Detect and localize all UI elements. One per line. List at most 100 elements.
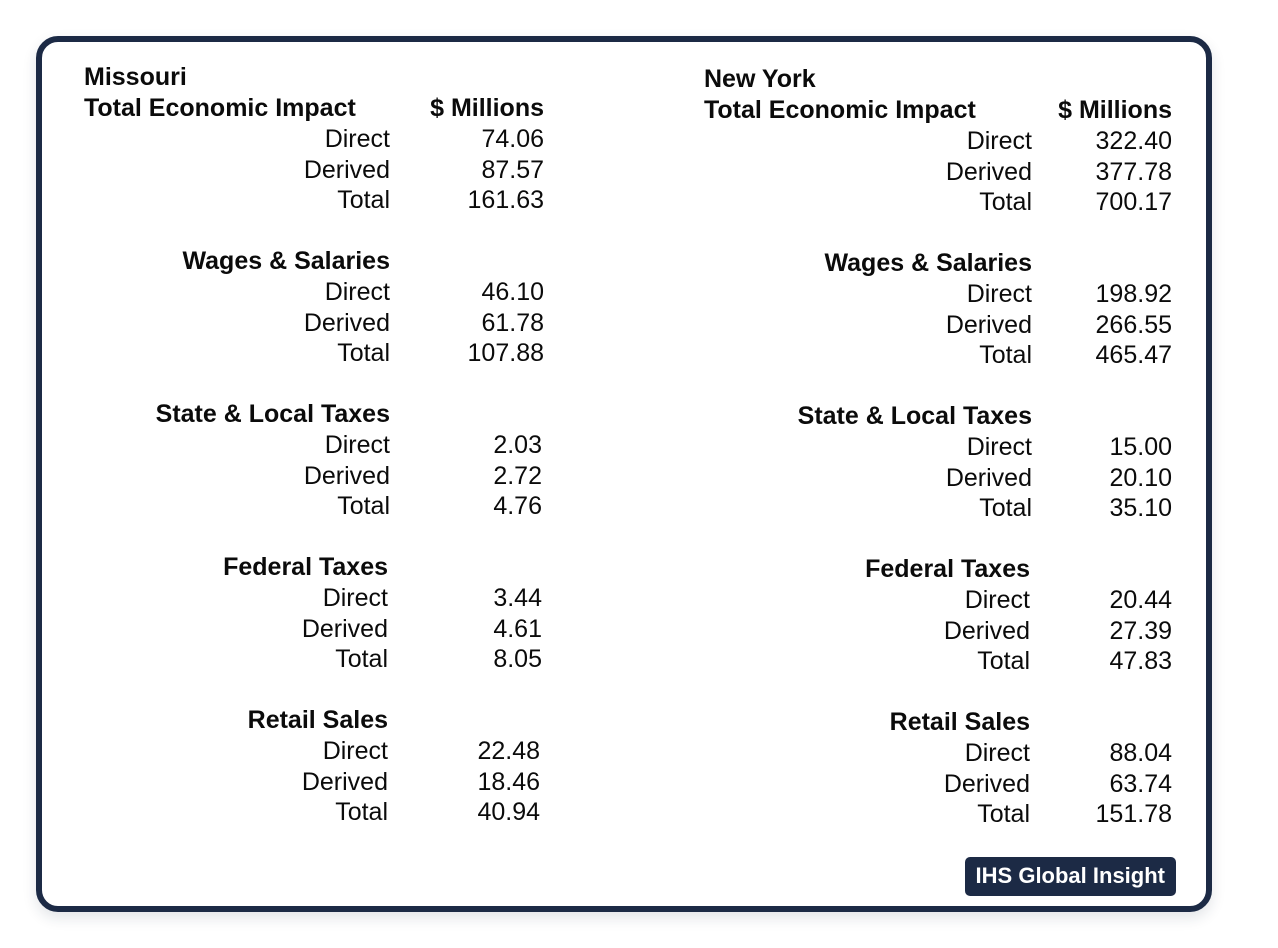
table-row: Direct 46.10 [84,277,544,307]
row-label: Direct [324,125,390,153]
row-label: Total [979,188,1032,216]
table-row: Total 107.88 [84,338,544,368]
section-title: Wages & Salaries [182,247,390,275]
row-label: Derived [303,309,390,337]
row-value: 74.06 [481,125,544,153]
table-row: Direct 20.44 [704,585,1184,615]
section-title: Wages & Salaries [824,249,1032,277]
row-value: 161.63 [467,186,544,214]
row-value: 15.00 [1109,433,1172,461]
table-row: Derived 20.10 [704,463,1184,493]
section-title: Federal Taxes [223,553,388,581]
row-value: 35.10 [1109,494,1172,522]
row-label: Total [337,186,390,214]
table-row: Direct 3.44 [84,583,544,613]
section-title: Retail Sales [247,706,388,734]
unit-label: $ Millions [1058,96,1172,124]
table-row: Total 700.17 [704,187,1184,217]
row-value: 198.92 [1095,280,1172,308]
row-value: 87.57 [481,156,544,184]
row-value: 8.05 [493,645,542,673]
row-label: Total [979,341,1032,369]
row-value: 4.61 [493,615,542,643]
row-label: Direct [964,586,1030,614]
new-york-table: New York Total Economic Impact $ Million… [704,64,1184,854]
table-row: Direct 74.06 [84,124,544,154]
row-label: Total [337,339,390,367]
row-label: Derived [945,464,1032,492]
row-value: 4.76 [493,492,542,520]
row-label: Direct [322,584,388,612]
table-row: Derived 63.74 [704,769,1184,799]
row-label: Total [335,645,388,673]
row-value: 27.39 [1109,617,1172,645]
table-heading: Total Economic Impact [84,94,356,122]
section-title: State & Local Taxes [797,402,1032,430]
row-label: Direct [966,433,1032,461]
table-row: Derived 266.55 [704,310,1184,340]
row-label: Total [979,494,1032,522]
state-name: Missouri [84,63,187,91]
section-title: Federal Taxes [865,555,1030,583]
row-label: Direct [966,280,1032,308]
row-value: 88.04 [1109,739,1172,767]
row-label: Derived [945,311,1032,339]
table-row: Direct 2.03 [84,430,544,460]
row-label: Derived [303,156,390,184]
table-row: Derived 27.39 [704,616,1184,646]
table-row: Derived 377.78 [704,157,1184,187]
table-row: Total 151.78 [704,799,1184,829]
row-value: 465.47 [1095,341,1172,369]
row-label: Direct [322,737,388,765]
row-value: 266.55 [1095,311,1172,339]
document-frame: Missouri Total Economic Impact $ Million… [36,36,1212,912]
table-heading: Total Economic Impact [704,96,976,124]
row-value: 46.10 [481,278,544,306]
row-value: 47.83 [1109,647,1172,675]
table-row: Derived 2.72 [84,461,544,491]
row-label: Derived [943,770,1030,798]
row-label: Direct [324,278,390,306]
row-label: Derived [943,617,1030,645]
row-label: Total [977,800,1030,828]
row-value: 377.78 [1095,158,1172,186]
table-row: Total 161.63 [84,185,544,215]
source-badge: IHS Global Insight [964,857,1176,896]
row-value: 18.46 [477,768,540,796]
table-row: Total 40.94 [84,797,544,827]
row-value: 151.78 [1095,800,1172,828]
table-row: Derived 87.57 [84,155,544,185]
row-value: 63.74 [1109,770,1172,798]
table-row: Direct 322.40 [704,126,1184,156]
table-row: Total 4.76 [84,491,544,521]
state-name: New York [704,65,816,93]
row-label: Total [335,798,388,826]
table-row: Total 35.10 [704,493,1184,523]
table-row: Direct 15.00 [704,432,1184,462]
missouri-table: Missouri Total Economic Impact $ Million… [84,62,544,852]
row-label: Direct [966,127,1032,155]
unit-label: $ Millions [430,94,544,122]
row-value: 20.44 [1109,586,1172,614]
row-label: Total [977,647,1030,675]
row-value: 322.40 [1095,127,1172,155]
row-label: Derived [945,158,1032,186]
table-row: Derived 18.46 [84,767,544,797]
row-label: Derived [301,615,388,643]
row-value: 2.72 [493,462,542,490]
row-value: 107.88 [467,339,544,367]
table-row: Direct 88.04 [704,738,1184,768]
row-label: Derived [301,768,388,796]
row-value: 20.10 [1109,464,1172,492]
row-value: 22.48 [477,737,540,765]
row-label: Direct [964,739,1030,767]
row-value: 40.94 [477,798,540,826]
row-value: 700.17 [1095,188,1172,216]
row-value: 61.78 [481,309,544,337]
row-label: Direct [324,431,390,459]
row-label: Derived [303,462,390,490]
row-value: 3.44 [493,584,542,612]
table-row: Direct 22.48 [84,736,544,766]
row-label: Total [337,492,390,520]
table-row: Derived 4.61 [84,614,544,644]
